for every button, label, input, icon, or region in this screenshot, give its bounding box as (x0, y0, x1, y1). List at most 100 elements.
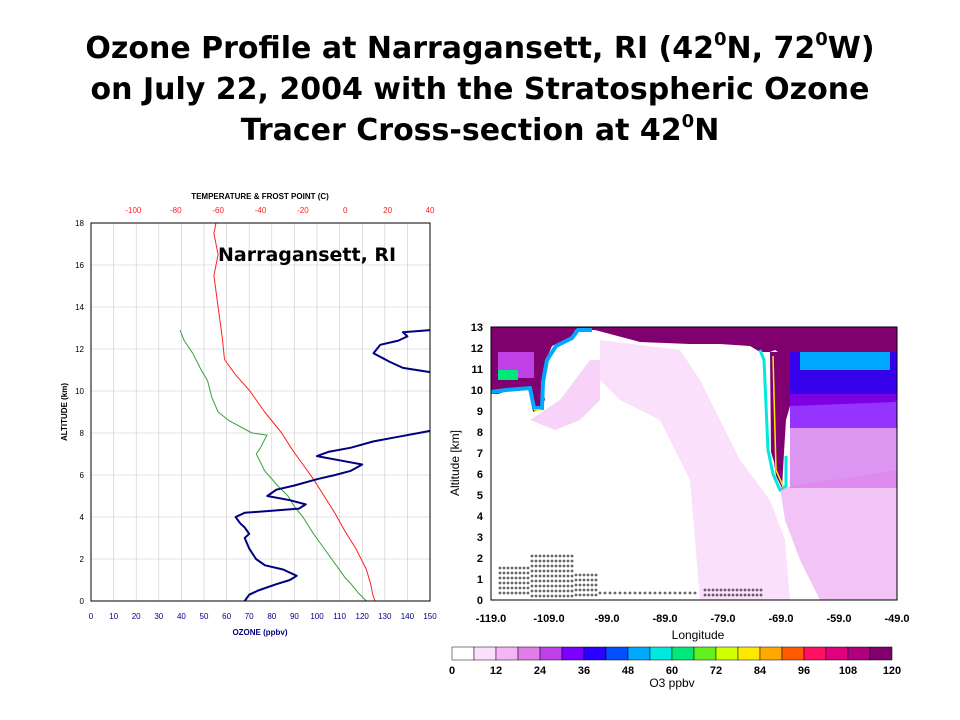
cross-y-tick-label: 13 (471, 322, 483, 334)
profile-x2-tick-label: 20 (383, 206, 392, 215)
colorbar-tick-label: 0 (449, 665, 455, 677)
colorbar-swatch (825, 646, 849, 661)
profile-x2-tick-label: -100 (125, 206, 142, 215)
cross-section-x-axis-title: Longitude (672, 628, 725, 642)
profile-x2-tick-label: 40 (426, 206, 435, 215)
pink-region-lower-right (780, 470, 897, 600)
cross-x-tick-label: -89.0 (652, 613, 677, 625)
colorbar-swatch (473, 646, 497, 661)
cross-y-tick-label: 6 (477, 469, 483, 481)
colorbar-tick-label: 72 (710, 665, 722, 677)
cross-x-tick-label: -59.0 (826, 613, 851, 625)
pale-region-center (600, 340, 790, 600)
colorbar-tick-label: 84 (754, 665, 767, 677)
colorbar-swatch (803, 646, 827, 661)
profile-x-tick-label: 90 (290, 612, 299, 621)
cross-y-tick-label: 3 (477, 532, 483, 544)
colorbar-swatch (869, 646, 893, 661)
cross-x-tick-label: -119.0 (476, 613, 507, 625)
colorbar-swatch (451, 646, 475, 661)
profile-annotation: Narragansett, RI (218, 244, 396, 266)
cross-y-tick-label: 12 (471, 343, 483, 355)
profile-tick-labels: 0 10 20 30 40 50 60 70 80 90 100 110 120 130 140 150024… (75, 206, 437, 621)
colorbar-swatch (583, 646, 607, 661)
profile-x-tick-label: 70 (245, 612, 254, 621)
colorbar-swatch (649, 646, 673, 661)
cross-y-tick-label: 4 (477, 511, 484, 523)
cross-x-tick-label: -49.0 (884, 613, 909, 625)
cross-y-tick-label: 2 (477, 553, 483, 565)
tropopause-edge-right (758, 349, 788, 493)
cross-y-tick-label: 1 (477, 574, 483, 586)
profile-x-tick-label: 20 (132, 612, 141, 621)
ozone-line-upper (372, 329, 431, 374)
profile-x-tick-label: 140 (401, 612, 415, 621)
profile-x-tick-label: 130 (378, 612, 392, 621)
colorbar-swatch (517, 646, 541, 661)
profile-x-tick-label: 10 (109, 612, 118, 621)
profile-y-tick-label: 8 (80, 429, 85, 438)
profile-x-axis-title: OZONE (ppbv) (232, 628, 287, 637)
cross-y-tick-label: 5 (477, 490, 483, 502)
cross-section-plot (490, 327, 897, 600)
profile-x-tick-label: 50 (200, 612, 209, 621)
frost-point-line (179, 329, 367, 602)
cross-y-tick-label: 7 (477, 448, 483, 460)
tropopause-edge-inner (534, 355, 784, 487)
profile-x-tick-label: 40 (177, 612, 186, 621)
profile-plot-frame (90, 222, 431, 602)
cross-x-tick-label: -69.0 (768, 613, 793, 625)
profile-y-tick-label: 2 (80, 555, 85, 564)
profile-y-axis-title: ALTITUDE (km) (60, 383, 69, 441)
cross-x-tick-label: -109.0 (533, 613, 564, 625)
colorbar-swatch (781, 646, 805, 661)
colorbar-swatch (627, 646, 651, 661)
cross-section-frame (490, 326, 898, 601)
profile-x-tick-label: 110 (333, 612, 346, 621)
profile-y-tick-label: 18 (75, 219, 84, 228)
cross-x-tick-label: -99.0 (594, 613, 619, 625)
profile-y-tick-label: 14 (75, 303, 84, 312)
title-line-3: Tracer Cross-section at 420N (240, 111, 720, 149)
colorbar-swatch (539, 646, 563, 661)
profile-x2-tick-label: -20 (297, 206, 309, 215)
colorbar-tick-label: 48 (622, 665, 634, 677)
colorbar-swatch (671, 646, 695, 661)
colorbar-swatch (605, 646, 629, 661)
cyan-region-right (800, 352, 890, 370)
slide-title: Ozone Profile at Narragansett, RI (420N,… (0, 28, 960, 151)
colorbar-tick-label: 120 (883, 665, 901, 677)
title-line-2: on July 22, 2004 with the Stratospheric … (90, 72, 870, 107)
profile-y-tick-label: 10 (75, 387, 84, 396)
colorbar-swatch (759, 646, 783, 661)
colorbar-tick-label: 12 (490, 665, 502, 677)
magenta-region-right (790, 428, 897, 488)
colorbar-swatch (495, 646, 519, 661)
profile-y-tick-label: 4 (80, 513, 85, 522)
profile-x-tick-label: 100 (310, 612, 324, 621)
colorbar-swatch (737, 646, 761, 661)
profile-x2-axis-title: TEMPERATURE & FROST POINT (C) (191, 192, 329, 201)
colorbar-tick-label: 24 (534, 665, 547, 677)
profile-x2-tick-label: -60 (212, 206, 224, 215)
profile-x-tick-label: 0 (89, 612, 94, 621)
cross-y-tick-label: 11 (471, 364, 483, 376)
profile-x-tick-label: 60 (222, 612, 231, 621)
cross-section-tick-labels: -119.0 -109.0 -99.0 -89.0 -79.0 -69.0 -59.0 -49… (471, 322, 910, 625)
profile-y-tick-label: 16 (75, 261, 84, 270)
profile-y-tick-label: 12 (75, 345, 84, 354)
profile-x2-tick-label: 0 (343, 206, 348, 215)
pale-region-left (530, 360, 600, 430)
cross-y-tick-label: 8 (477, 427, 483, 439)
colorbar-tick-label: 36 (578, 665, 590, 677)
colorbar-swatch (715, 646, 739, 661)
profile-x2-tick-label: -40 (255, 206, 267, 215)
surface-hatch-region (498, 554, 763, 598)
profile-series (179, 222, 431, 602)
profile-x-tick-label: 120 (356, 612, 370, 621)
profile-y-tick-label: 0 (80, 597, 85, 606)
colorbar-swatch (693, 646, 717, 661)
colorbar-label: O3 ppbv (649, 676, 694, 690)
title-line-1: Ozone Profile at Narragansett, RI (420N,… (85, 29, 875, 67)
